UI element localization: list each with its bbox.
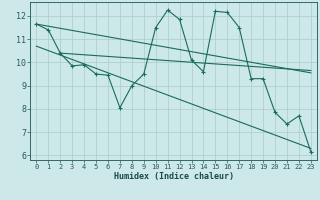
X-axis label: Humidex (Indice chaleur): Humidex (Indice chaleur) (114, 172, 234, 181)
